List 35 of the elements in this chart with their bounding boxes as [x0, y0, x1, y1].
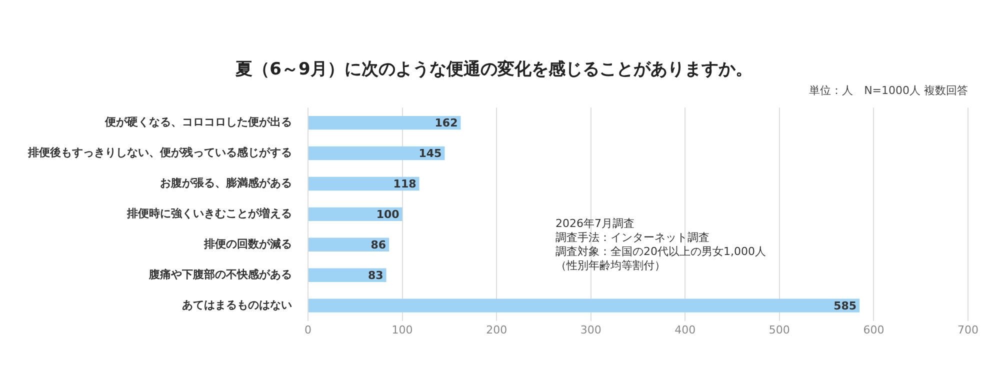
y-tick-label: あてはまるものはない [182, 298, 292, 312]
annotation: 2026年7月調査 [556, 216, 634, 230]
annotation: （性別年齢均等割付） [556, 258, 666, 272]
y-tick-label: お腹が張る、膨満感がある [160, 176, 292, 190]
chart-title: 夏（6～9月）に次のような便通の変化を感じることがありますか。 [234, 60, 752, 80]
data-label: 86 [370, 238, 386, 252]
bar [308, 298, 860, 312]
y-tick-label: 腹痛や下腹部の不快感がある [148, 268, 292, 281]
x-tick-label: 700 [958, 323, 978, 336]
chart-subtitle: 単位：人 N=1000人 複数回答 [809, 84, 968, 97]
y-tick-label: 便が硬くなる、コロコロした便が出る [104, 116, 292, 129]
y-tick-label: 排便後もすっきりしない、便が残っている感じがする [27, 146, 292, 160]
y-tick-label: 排便時に強くいきむことが増える [126, 207, 292, 220]
bar [308, 176, 420, 191]
x-tick-label: 600 [863, 323, 884, 336]
x-tick-label: 200 [486, 323, 508, 336]
data-label: 162 [434, 116, 458, 130]
data-label: 100 [376, 208, 400, 222]
data-label: 585 [834, 299, 857, 312]
data-label: 145 [418, 147, 442, 160]
bar [308, 116, 461, 130]
x-tick-label: 400 [674, 323, 696, 336]
bar [308, 207, 402, 222]
data-label: 83 [368, 268, 384, 282]
bar [308, 146, 445, 160]
x-tick-label: 500 [768, 323, 790, 336]
x-tick-label: 300 [580, 323, 602, 336]
x-tick-label: 100 [392, 323, 413, 336]
bar [308, 238, 390, 252]
annotation: 調査手法：インターネット調査 [556, 230, 710, 244]
annotation: 調査対象：全国の20代以上の男女1,000人 [556, 244, 766, 258]
bar [308, 268, 386, 282]
x-tick-label: 0 [304, 323, 312, 336]
y-tick-label: 排便の回数が減る [203, 238, 292, 251]
data-label: 118 [393, 178, 416, 191]
